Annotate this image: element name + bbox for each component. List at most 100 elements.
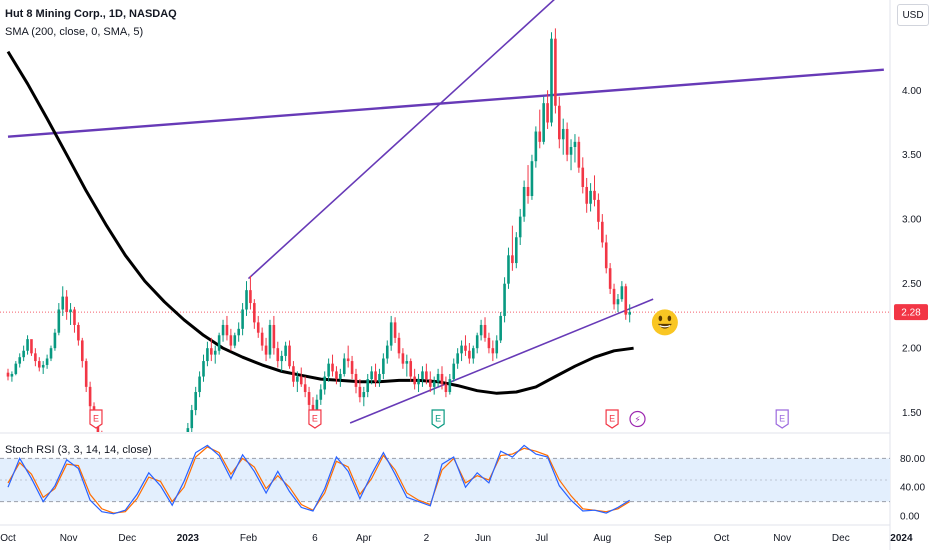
candle	[45, 354, 49, 369]
candle-body	[249, 290, 252, 304]
candle	[229, 328, 233, 351]
rising-wedge-line	[247, 0, 555, 280]
candle-body	[479, 324, 483, 336]
candle	[585, 177, 588, 213]
candle	[515, 232, 518, 269]
candle	[604, 234, 608, 274]
candle	[601, 214, 604, 248]
candle-body	[389, 322, 393, 346]
candle	[288, 340, 291, 369]
candle	[468, 343, 471, 364]
candle	[37, 357, 41, 372]
candle	[581, 157, 585, 194]
candle-body	[264, 345, 268, 355]
candle-body	[577, 141, 581, 168]
candle-body	[237, 328, 240, 336]
candle	[253, 299, 256, 329]
candle-body	[503, 283, 506, 316]
candle	[405, 354, 409, 377]
candle-body	[319, 389, 323, 400]
candle-body	[217, 335, 221, 351]
stoch-band-fill	[0, 458, 890, 502]
candle	[362, 386, 366, 407]
candle	[307, 386, 311, 411]
candle-body	[73, 309, 76, 325]
candle-body	[307, 392, 311, 405]
candle	[346, 345, 350, 368]
candle-body	[464, 345, 467, 351]
time-tick-label: Dec	[832, 533, 850, 544]
candle	[413, 368, 416, 390]
candle	[417, 373, 420, 393]
candle-body	[198, 376, 201, 393]
candle	[264, 337, 268, 362]
candle-body	[491, 348, 495, 354]
candle-body	[61, 296, 65, 310]
candle	[518, 208, 522, 246]
candle	[245, 281, 248, 316]
candle-body	[425, 371, 428, 380]
earnings-badge-shape	[431, 409, 445, 429]
candle-body	[183, 445, 186, 458]
time-tick-label: Nov	[773, 533, 791, 544]
candle-body	[573, 141, 577, 148]
candle-body	[565, 128, 569, 155]
candle-body	[339, 373, 342, 380]
candle-body	[561, 128, 565, 140]
price-pane[interactable]	[0, 0, 890, 493]
candle-body	[405, 361, 409, 364]
candle	[299, 367, 303, 387]
candle-body	[608, 268, 612, 289]
candle-body	[10, 373, 14, 377]
candle	[440, 366, 444, 390]
time-tick-label: Oct	[714, 533, 730, 544]
time-tick-label: Jun	[475, 533, 491, 544]
candle-body	[245, 290, 248, 310]
candle-body	[530, 161, 534, 197]
candle-body	[511, 255, 514, 264]
candle-body	[335, 371, 338, 380]
candle-body	[483, 324, 487, 338]
candle-body	[468, 350, 471, 359]
candle	[84, 358, 88, 393]
candle-body	[186, 428, 190, 432]
candle-body	[346, 358, 350, 362]
candle-body	[18, 357, 22, 364]
candle	[620, 281, 624, 302]
candle-body	[311, 404, 315, 413]
candle-body	[370, 371, 373, 380]
candle	[554, 28, 557, 114]
candle-body	[350, 361, 354, 374]
earnings-label: E	[93, 414, 99, 424]
earnings-marker: E	[605, 409, 619, 429]
candle	[593, 175, 596, 207]
candle	[530, 154, 534, 200]
candle-body	[526, 186, 530, 197]
candle	[88, 381, 92, 411]
candle	[436, 368, 440, 387]
candle	[370, 366, 373, 385]
candle-body	[487, 337, 491, 349]
smiley-teeth	[659, 324, 671, 328]
candle	[428, 371, 432, 393]
candle-body	[366, 379, 370, 393]
candle-body	[210, 348, 213, 355]
candle-body	[448, 379, 452, 393]
candle-body	[620, 286, 624, 300]
earnings-marker: E	[308, 409, 322, 429]
candle-body	[428, 379, 432, 387]
candle-body	[268, 324, 272, 355]
stoch-pane[interactable]	[7, 444, 631, 515]
candle	[210, 337, 213, 362]
earnings-label: E	[435, 414, 441, 424]
candle	[550, 32, 553, 127]
candle	[14, 361, 18, 376]
candle-body	[256, 322, 260, 333]
currency-button[interactable]: USD	[897, 4, 929, 26]
candle	[342, 353, 346, 377]
candle	[628, 304, 631, 323]
candle	[296, 371, 299, 393]
earnings-label: E	[609, 414, 615, 424]
event-markers: E E E E E ⚡	[89, 309, 789, 429]
